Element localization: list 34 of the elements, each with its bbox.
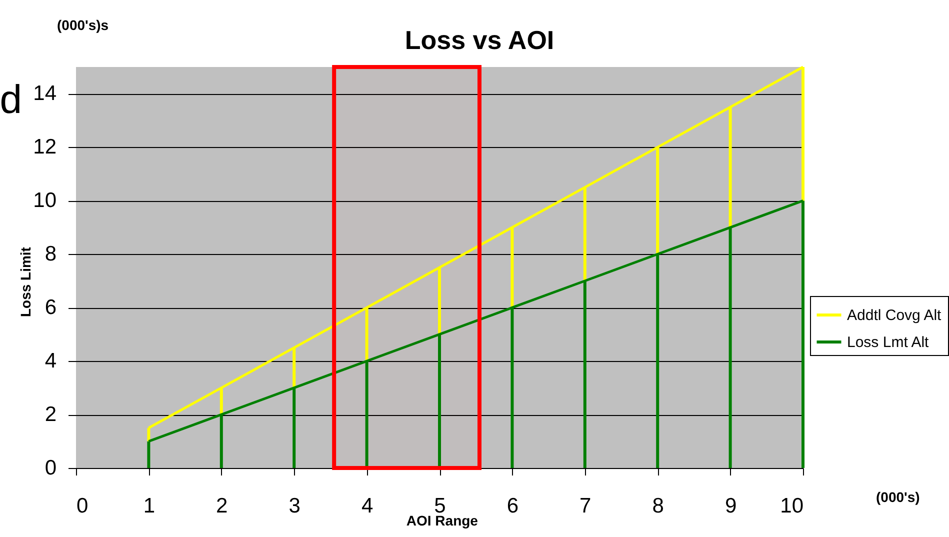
bar [510, 227, 514, 308]
legend-label: Addtl Covg Alt [847, 307, 942, 324]
text: d [0, 78, 22, 122]
legend-label: Loss Lmt Alt [847, 334, 930, 351]
text: (000's)s [57, 17, 109, 33]
y-tick-label: 6 [44, 296, 56, 320]
y-tick-label: 4 [44, 350, 57, 373]
bar [438, 268, 441, 334]
y-tick-label: 0 [44, 456, 56, 480]
y-tick-label: 12 [33, 136, 56, 159]
y-tick-label: 2 [44, 403, 56, 426]
x-tick-label: 6 [506, 494, 519, 518]
y-tick-label: 8 [44, 242, 56, 266]
x-tick-label: 0 [76, 494, 88, 518]
x-tick-label: 8 [652, 494, 664, 518]
text: (000's) [876, 489, 920, 505]
x-tick-label: 4 [361, 494, 374, 518]
y-tick-label: 14 [33, 82, 57, 106]
bar [583, 187, 586, 281]
bar [220, 388, 223, 415]
bar [365, 308, 368, 362]
x-axis-title: AOI Range [406, 512, 478, 528]
y-axis-title: Loss Limit [18, 246, 34, 318]
x-tick-label: 10 [780, 494, 804, 518]
x-tick-label: 2 [216, 494, 228, 518]
x-tick-label: 1 [143, 494, 156, 518]
chart-title: Loss vs AOI [404, 25, 554, 55]
bar [292, 348, 296, 388]
bar [656, 147, 660, 254]
y-tick-label: 10 [33, 189, 56, 212]
x-tick-label: 9 [724, 494, 737, 518]
x-tick-label: 3 [288, 494, 300, 518]
bar [728, 107, 732, 228]
x-tick-label: 7 [580, 494, 592, 518]
